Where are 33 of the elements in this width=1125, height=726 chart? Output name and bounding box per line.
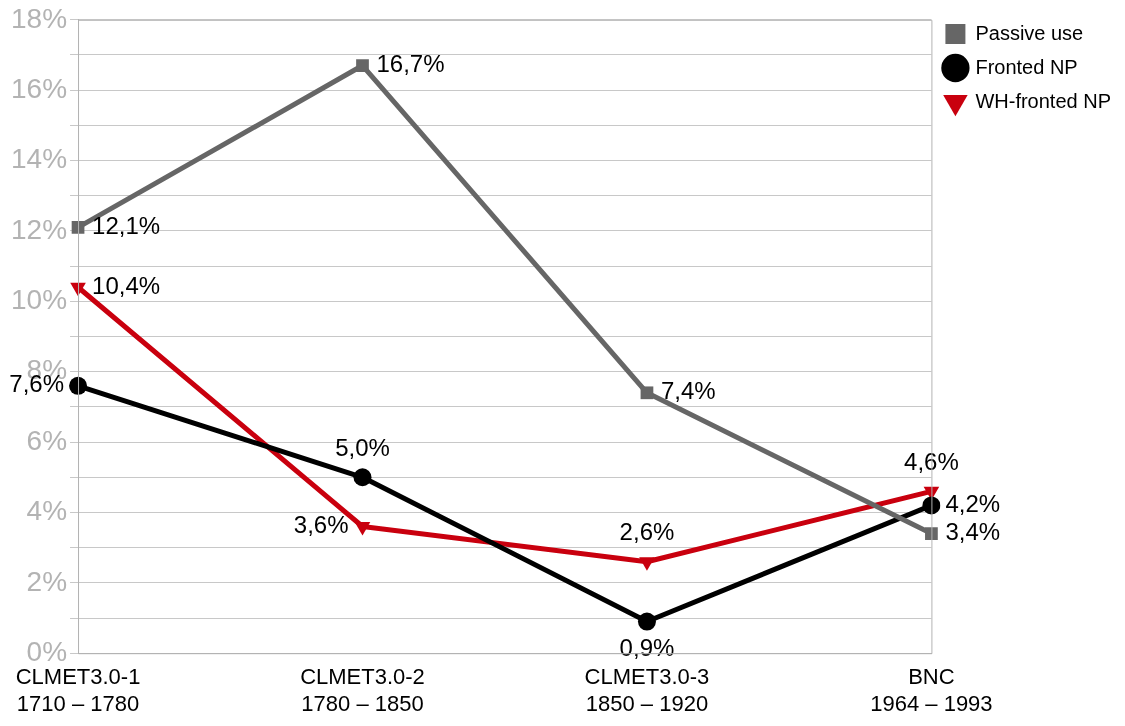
y-tick-label: 2% xyxy=(26,565,68,597)
point xyxy=(639,557,655,571)
point xyxy=(356,59,369,72)
legend-label: Passive use xyxy=(975,21,1084,44)
y-tick-label: 0% xyxy=(26,635,68,667)
data-label: 10,4% xyxy=(92,271,161,299)
point xyxy=(354,522,371,536)
data-label: 2,6% xyxy=(619,518,675,546)
data-label: 0,9% xyxy=(619,634,675,662)
y-tick-label: 10% xyxy=(10,284,68,316)
y-tick-label: 18% xyxy=(10,2,68,34)
data-label: 4,6% xyxy=(904,447,959,475)
y-tick-label: 12% xyxy=(10,213,68,245)
point xyxy=(640,386,654,400)
data-label: 7,4% xyxy=(660,377,716,405)
data-label: 5,0% xyxy=(335,433,390,461)
x-tick-label: BNC 1964 – 1993 xyxy=(870,664,993,716)
legend-label: Fronted NP xyxy=(975,55,1078,78)
data-label: 12,1% xyxy=(92,212,161,240)
data-label: 3,4% xyxy=(945,518,1001,546)
data-label: 16,7% xyxy=(376,50,445,78)
y-tick-label: 14% xyxy=(10,143,68,175)
x-tick-label: CLMET3.0-2 1780 – 1850 xyxy=(300,664,425,716)
point xyxy=(637,612,656,631)
legend-label: WH-fronted NP xyxy=(975,89,1112,112)
y-tick-label: 6% xyxy=(26,424,68,456)
point xyxy=(353,468,372,487)
data-label: 4,2% xyxy=(945,490,1001,518)
y-tick-label: 4% xyxy=(26,495,68,527)
x-tick-label: CLMET3.0-3 1850 – 1920 xyxy=(584,664,710,716)
data-label: 3,6% xyxy=(293,511,349,539)
x-tick-label: CLMET3.0-1 1710 – 1780 xyxy=(15,664,141,716)
y-tick-label: 16% xyxy=(10,72,68,104)
